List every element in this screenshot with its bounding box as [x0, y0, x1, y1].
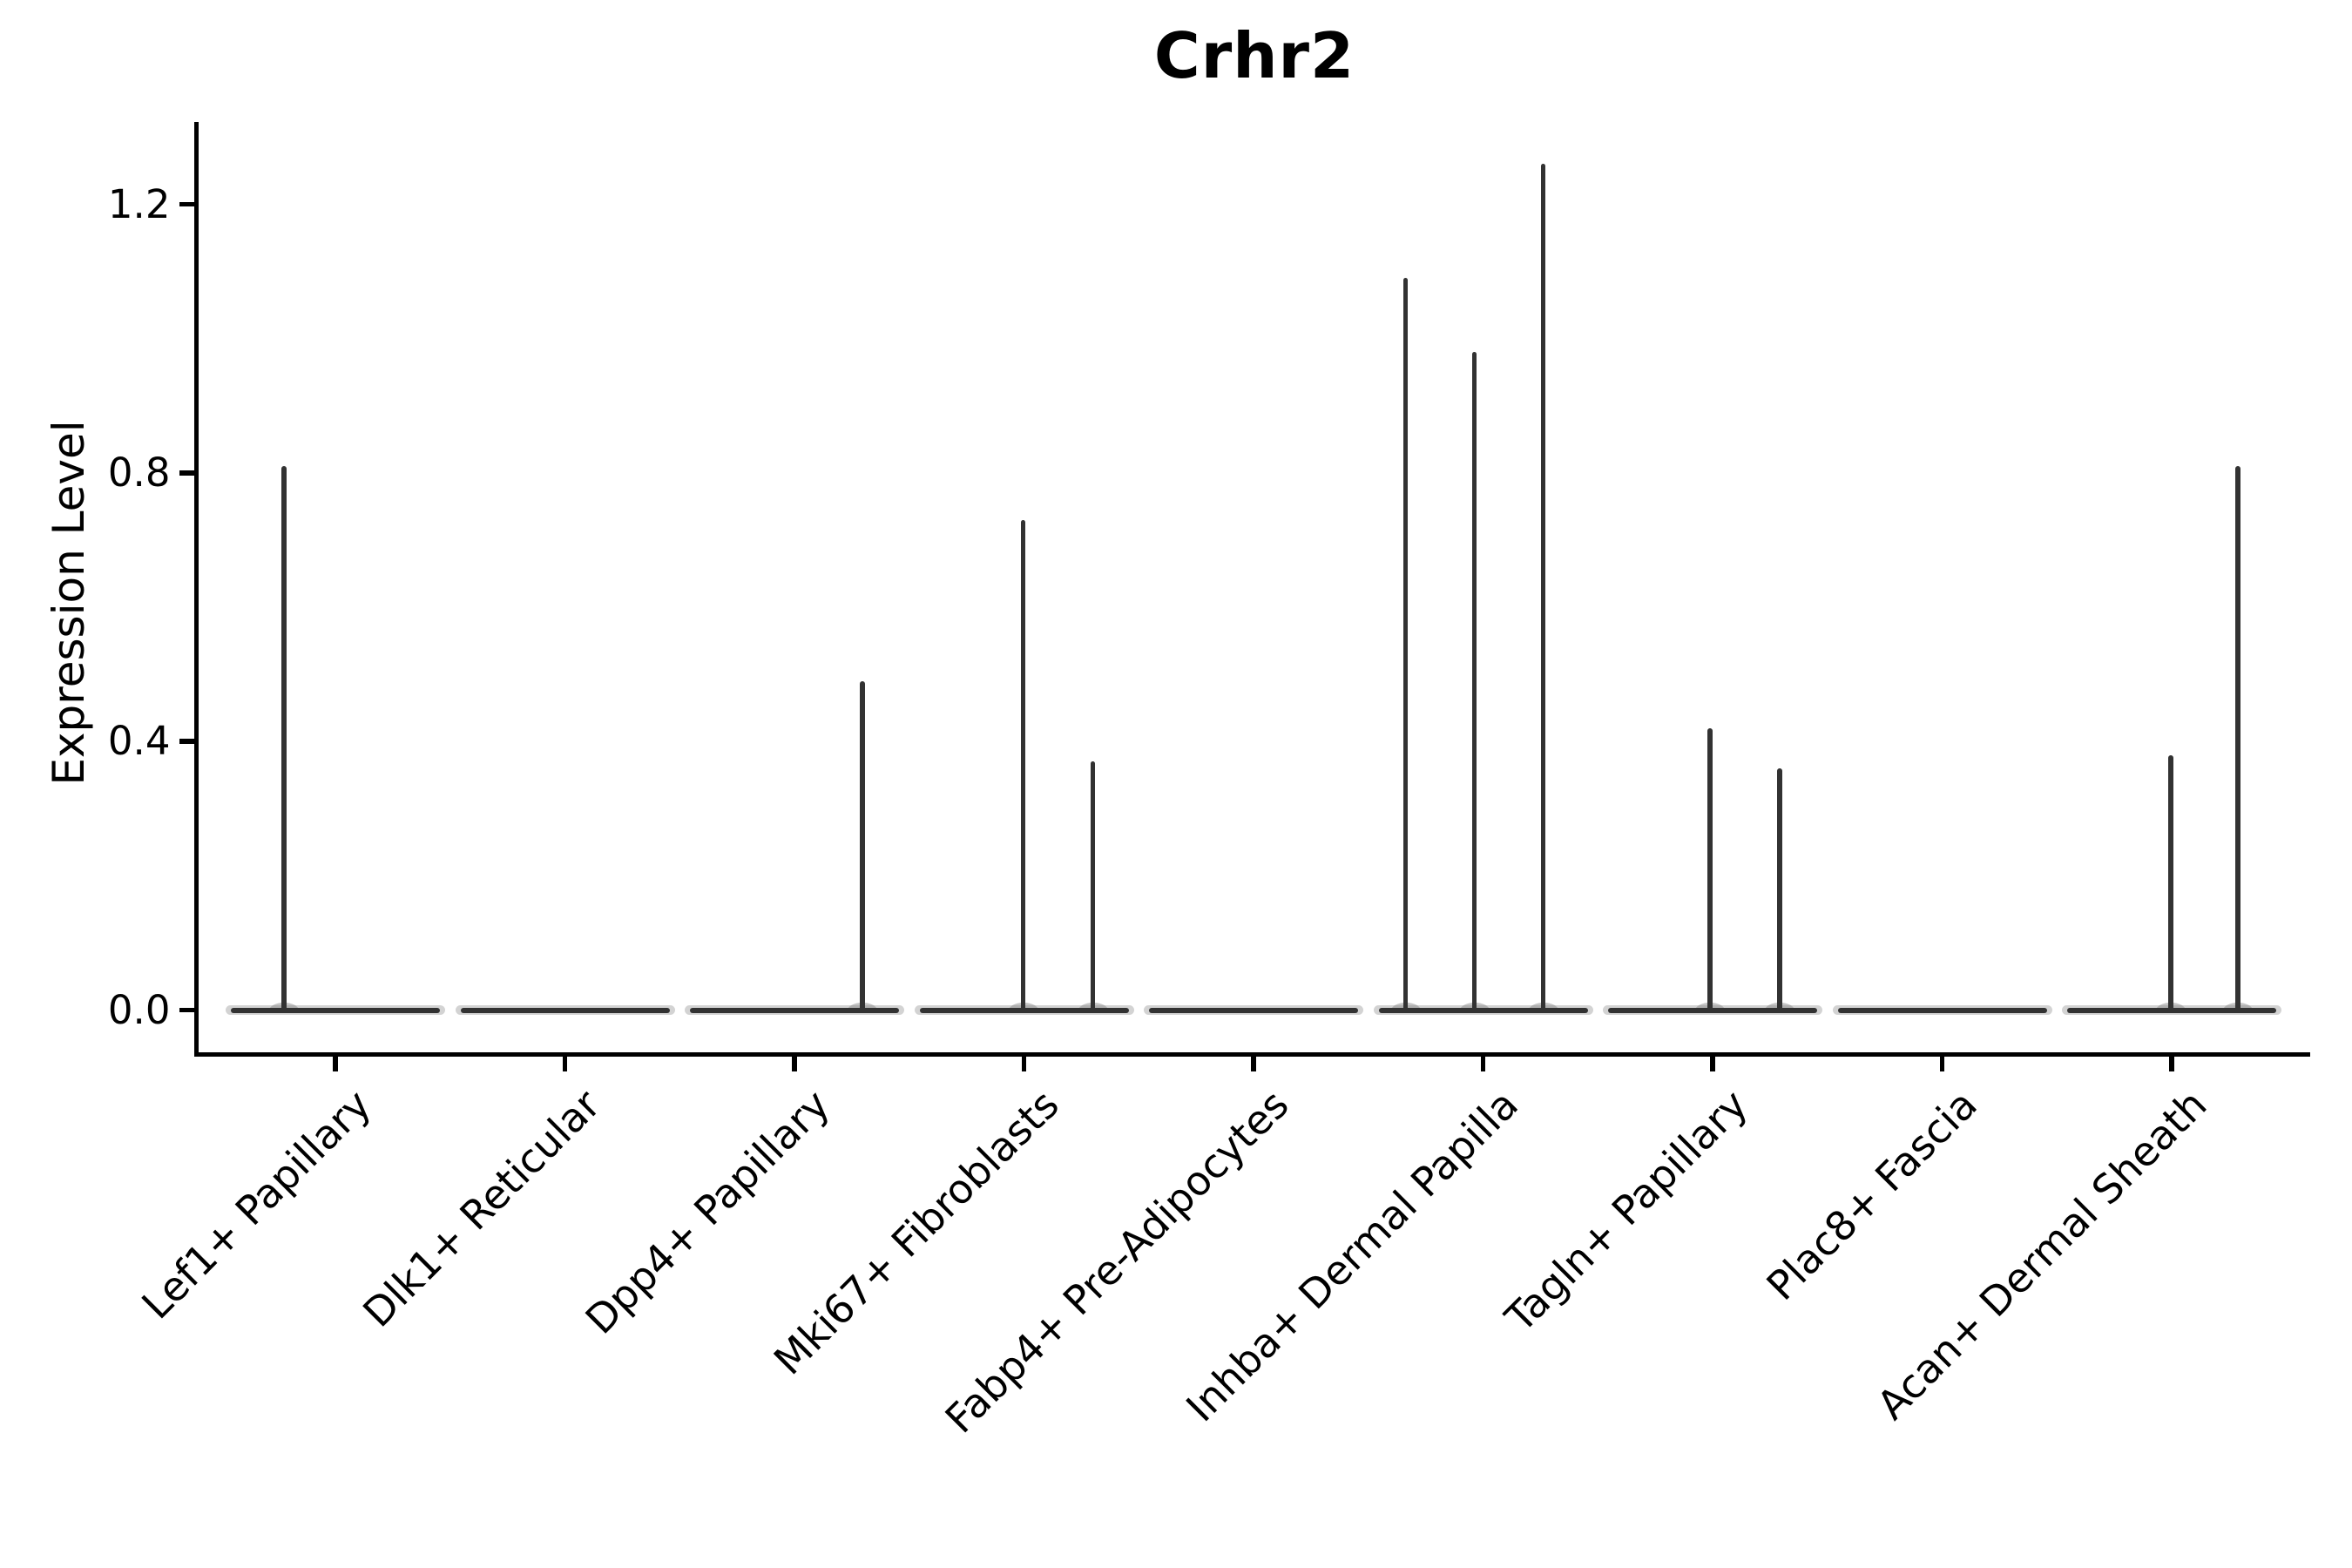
- x-tick: [562, 1057, 568, 1071]
- violin-spike: [2168, 754, 2173, 1013]
- y-tick: [179, 1007, 194, 1013]
- violin-spike: [860, 680, 865, 1013]
- chart-title: Crhr2: [1153, 19, 1355, 92]
- violin-spike: [1090, 761, 1096, 1013]
- violin-body: [1608, 1007, 1817, 1013]
- y-tick-label: 0.4: [107, 718, 171, 765]
- violin-spike: [1471, 352, 1477, 1013]
- y-tick-label: 0.8: [107, 449, 171, 496]
- violin-spike: [1402, 278, 1409, 1013]
- violin-spike: [1777, 768, 1782, 1013]
- x-tick: [333, 1057, 338, 1071]
- y-axis-label: Expression Level: [44, 420, 94, 786]
- violin-body: [1149, 1007, 1358, 1013]
- violin-body: [231, 1007, 440, 1013]
- violin-body: [919, 1007, 1129, 1013]
- x-tick: [1480, 1057, 1486, 1071]
- violin-body: [1378, 1007, 1588, 1013]
- x-tick-label: Dlk1+ Reticular: [354, 1080, 610, 1336]
- violin-spike: [1020, 519, 1026, 1013]
- x-tick-label: Tagln+ Papillary: [1496, 1080, 1757, 1342]
- violin-spike: [281, 466, 287, 1013]
- x-tick-label: Dpp4+ Papillary: [576, 1080, 839, 1343]
- y-tick-label: 1.2: [107, 180, 171, 227]
- y-tick: [179, 739, 194, 744]
- violin-spike: [1707, 727, 1713, 1013]
- violin-spike: [2235, 466, 2240, 1013]
- y-axis-spine: [193, 122, 199, 1057]
- x-tick: [1710, 1057, 1715, 1071]
- violin-body: [690, 1007, 899, 1013]
- y-tick-label: 0.0: [107, 986, 171, 1033]
- violin-spike: [1540, 164, 1546, 1013]
- x-tick: [1939, 1057, 1945, 1071]
- violin-body: [2067, 1007, 2276, 1013]
- x-tick: [1021, 1057, 1027, 1071]
- x-axis-spine: [193, 1051, 2310, 1057]
- y-tick: [179, 470, 194, 476]
- y-tick: [179, 201, 194, 207]
- x-tick: [792, 1057, 797, 1071]
- violin-body: [1837, 1007, 2047, 1013]
- x-tick: [1251, 1057, 1256, 1071]
- x-tick: [2169, 1057, 2174, 1071]
- x-tick-label: Plac8+ Fascia: [1757, 1080, 1987, 1309]
- violin-body: [460, 1007, 670, 1013]
- x-tick-label: Lef1+ Papillary: [132, 1080, 380, 1328]
